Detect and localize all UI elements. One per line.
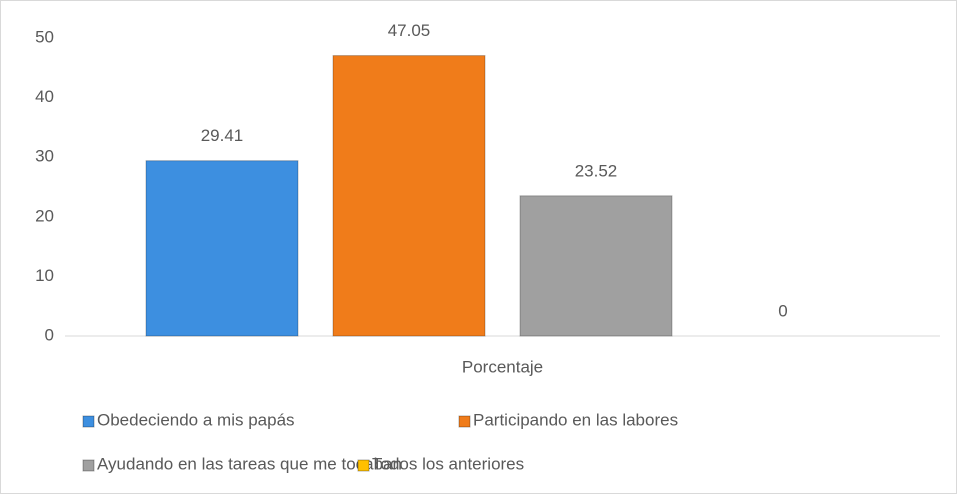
x-tick-label: Porcentaje: [462, 357, 543, 376]
y-tick-label: 50: [35, 27, 54, 46]
y-tick-label: 30: [35, 147, 54, 166]
data-label: 29.41: [201, 126, 244, 145]
legend-label: Participando en las labores: [473, 410, 678, 429]
y-tick-label: 0: [45, 325, 54, 344]
legend-marker: [82, 459, 95, 472]
legend-label: Obedeciendo a mis papás: [97, 410, 295, 429]
legend-marker: [82, 415, 95, 428]
bar: [332, 55, 486, 337]
bar: [519, 195, 673, 337]
legend-marker: [357, 459, 370, 472]
legend-label: Todos los anteriores: [372, 454, 524, 473]
data-label: 47.05: [388, 21, 431, 40]
legend-marker: [458, 415, 471, 428]
y-tick-label: 10: [35, 266, 54, 285]
data-label: 23.52: [575, 161, 618, 180]
y-tick-label: 40: [35, 87, 54, 106]
y-tick-label: 20: [35, 206, 54, 225]
data-label: 0: [778, 301, 787, 320]
bar: [145, 160, 299, 337]
legend-label: Ayudando en las tareas que me tocaban: [97, 454, 402, 473]
